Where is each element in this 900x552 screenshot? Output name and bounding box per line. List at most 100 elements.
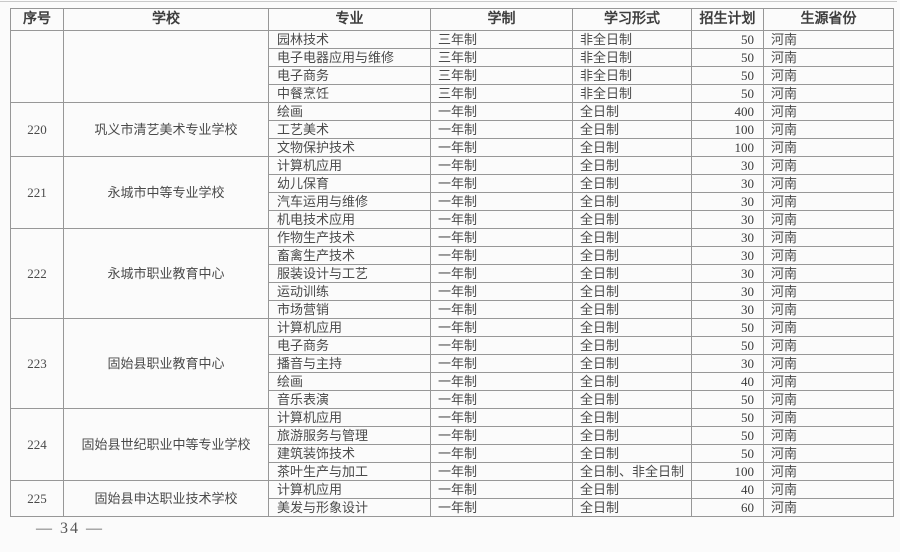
cell-study-form: 全日制 (572, 174, 692, 193)
cell-study-form: 全日制 (572, 408, 692, 427)
cell-major: 美发与形象设计 (268, 498, 431, 517)
cell-major: 服装设计与工艺 (268, 264, 431, 283)
cell-province: 河南 (763, 120, 894, 139)
column-header-major: 专业 (268, 8, 431, 31)
cell-school: 固始县职业教育中心 (63, 318, 269, 409)
cell-study-form: 非全日制 (572, 30, 692, 49)
cell-major: 计算机应用 (268, 480, 431, 499)
cell-major: 播音与主持 (268, 354, 431, 373)
cell-study-form: 全日制 (572, 210, 692, 229)
table-row: 工艺美术 一年制 全日制 100 河南 (11, 120, 894, 139)
cell-duration: 三年制 (430, 30, 573, 49)
cell-study-form: 全日制 (572, 102, 692, 121)
cell-province: 河南 (763, 228, 894, 247)
cell-duration: 一年制 (430, 228, 573, 247)
cell-plan-count: 50 (691, 390, 764, 409)
enrollment-plan-table: 序号 学校 专业 学制 学习形式 招生计划 生源省份 园林技术 三年制 非全日制 50… (10, 8, 894, 517)
table-row: 茶叶生产与加工 一年制 全日制、非全日制 100 河南 (11, 462, 894, 481)
table-row: 市场营销 一年制 全日制 30 河南 (11, 300, 894, 319)
cell-plan-count: 50 (691, 426, 764, 445)
cell-province: 河南 (763, 138, 894, 157)
cell-serial-no: 223 (10, 318, 64, 409)
cell-school: 固始县申达职业技术学校 (63, 480, 269, 517)
table-row: 美发与形象设计 一年制 全日制 60 河南 (11, 498, 894, 517)
cell-study-form: 全日制 (572, 156, 692, 175)
cell-duration: 一年制 (430, 480, 573, 499)
cell-plan-count: 30 (691, 264, 764, 283)
cell-plan-count: 30 (691, 156, 764, 175)
cell-major: 机电技术应用 (268, 210, 431, 229)
cell-major: 茶叶生产与加工 (268, 462, 431, 481)
cell-school: 永城市中等专业学校 (63, 156, 269, 229)
cell-study-form: 全日制 (572, 390, 692, 409)
column-header-form: 学习形式 (572, 8, 692, 31)
cell-study-form: 全日制 (572, 264, 692, 283)
cell-plan-count: 50 (691, 30, 764, 49)
cell-province: 河南 (763, 372, 894, 391)
cell-serial-no: 221 (10, 156, 64, 229)
table-row: 224 固始县世纪职业中等专业学校 计算机应用 一年制 全日制 50 河南 (10, 408, 894, 481)
cell-province: 河南 (763, 264, 894, 283)
cell-serial-no: 225 (10, 480, 64, 517)
cell-duration: 三年制 (430, 66, 573, 85)
cell-plan-count: 50 (691, 408, 764, 427)
cell-major: 文物保护技术 (268, 138, 431, 157)
cell-province: 河南 (763, 354, 894, 373)
column-header-province: 生源省份 (763, 8, 894, 31)
cell-plan-count: 100 (691, 462, 764, 481)
cell-duration: 一年制 (430, 408, 573, 427)
cell-duration: 一年制 (430, 462, 573, 481)
cell-major: 电子电器应用与维修 (268, 48, 431, 67)
cell-province: 河南 (763, 84, 894, 103)
cell-serial-no: 224 (10, 408, 64, 481)
cell-province: 河南 (763, 192, 894, 211)
cell-plan-count: 30 (691, 174, 764, 193)
cell-province: 河南 (763, 246, 894, 265)
cell-plan-count: 30 (691, 192, 764, 211)
table-row: 222 永城市职业教育中心 作物生产技术 一年制 全日制 30 河南 (10, 228, 894, 319)
cell-plan-count: 40 (691, 372, 764, 391)
cell-duration: 一年制 (430, 156, 573, 175)
cell-study-form: 全日制 (572, 336, 692, 355)
cell-major: 市场营销 (268, 300, 431, 319)
cell-plan-count: 40 (691, 480, 764, 499)
cell-plan-count: 30 (691, 246, 764, 265)
page-number: — 34 — (36, 520, 104, 537)
cell-serial-no: 220 (10, 102, 64, 157)
cell-duration: 一年制 (430, 246, 573, 265)
cell-province: 河南 (763, 390, 894, 409)
cell-major: 园林技术 (268, 30, 431, 49)
cell-province: 河南 (763, 282, 894, 301)
cell-study-form: 全日制 (572, 138, 692, 157)
cell-major: 计算机应用 (268, 408, 431, 427)
cell-major: 音乐表演 (268, 390, 431, 409)
cell-province: 河南 (763, 156, 894, 175)
cell-duration: 一年制 (430, 372, 573, 391)
table-row: 电子电器应用与维修 三年制 非全日制 50 河南 (11, 48, 894, 67)
cell-duration: 一年制 (430, 174, 573, 193)
cell-major: 计算机应用 (268, 318, 431, 337)
cell-study-form: 全日制 (572, 192, 692, 211)
table-row: 绘画 一年制 全日制 40 河南 (11, 372, 894, 391)
cell-plan-count: 100 (691, 120, 764, 139)
cell-major: 工艺美术 (268, 120, 431, 139)
table-header-row: 序号 学校 专业 学制 学习形式 招生计划 生源省份 (10, 8, 894, 31)
cell-major: 汽车运用与维修 (268, 192, 431, 211)
table-row: 服装设计与工艺 一年制 全日制 30 河南 (11, 264, 894, 283)
cell-province: 河南 (763, 408, 894, 427)
cell-plan-count: 50 (691, 48, 764, 67)
cell-study-form: 全日制 (572, 282, 692, 301)
cell-major: 绘画 (268, 372, 431, 391)
cell-plan-count: 30 (691, 354, 764, 373)
cell-study-form: 全日制 (572, 480, 692, 499)
table-row: 225 固始县申达职业技术学校 计算机应用 一年制 全日制 40 河南 (10, 480, 894, 517)
cell-province: 河南 (763, 462, 894, 481)
cell-duration: 一年制 (430, 336, 573, 355)
cell-duration: 一年制 (430, 102, 573, 121)
cell-serial-no: 222 (10, 228, 64, 319)
cell-plan-count: 50 (691, 318, 764, 337)
cell-major: 绘画 (268, 102, 431, 121)
cell-plan-count: 50 (691, 84, 764, 103)
cell-study-form: 全日制 (572, 372, 692, 391)
